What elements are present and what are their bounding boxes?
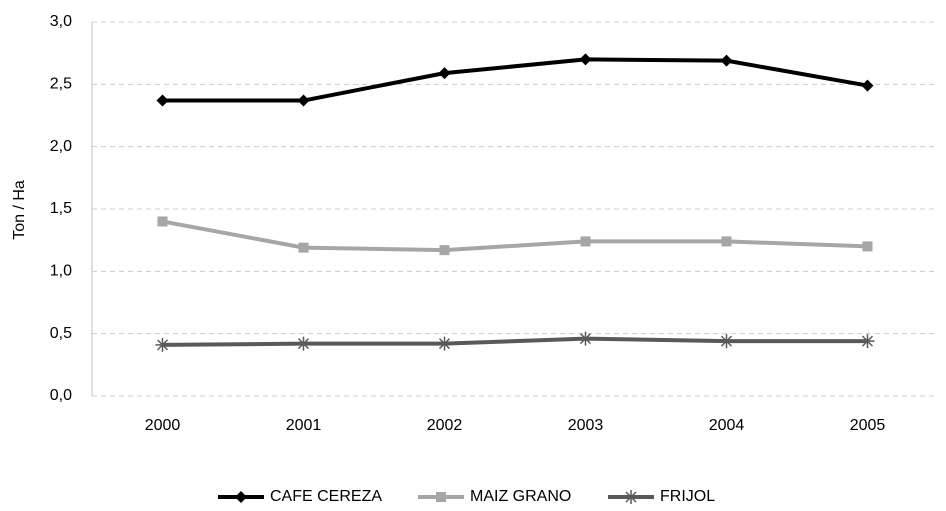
y-tick-label: 2,0 xyxy=(50,138,72,155)
legend-marker xyxy=(235,491,247,503)
marker xyxy=(862,241,873,252)
marker xyxy=(157,216,168,227)
marker xyxy=(580,236,591,247)
y-tick-label: 2,5 xyxy=(50,76,72,93)
marker xyxy=(721,236,732,247)
y-tick-label: 1,5 xyxy=(50,200,72,217)
y-tick-label: 0,0 xyxy=(50,387,72,404)
legend-marker xyxy=(624,490,638,504)
marker xyxy=(437,336,452,351)
marker xyxy=(720,54,733,67)
x-tick-label: 2001 xyxy=(286,417,322,434)
y-axis-label: Ton / Ha xyxy=(11,180,28,240)
series-line xyxy=(162,336,868,347)
marker xyxy=(155,337,170,352)
marker xyxy=(579,53,592,66)
x-tick-label: 2000 xyxy=(145,417,181,434)
legend-label: FRIJOL xyxy=(660,488,715,505)
legend-label: MAIZ GRANO xyxy=(470,488,571,505)
marker xyxy=(297,94,310,107)
series-line xyxy=(162,57,868,103)
marker xyxy=(861,79,874,92)
marker xyxy=(860,334,875,349)
x-tick-label: 2004 xyxy=(709,417,745,434)
marker xyxy=(296,336,311,351)
y-tick-label: 1,0 xyxy=(50,263,72,280)
y-tick-label: 0,5 xyxy=(50,325,72,342)
legend-label: CAFE CEREZA xyxy=(270,488,382,505)
marker xyxy=(439,245,450,256)
marker xyxy=(719,334,734,349)
series-line xyxy=(162,219,868,253)
marker xyxy=(578,331,593,346)
marker xyxy=(438,67,451,80)
x-tick-label: 2002 xyxy=(427,417,463,434)
legend-marker xyxy=(436,492,446,502)
marker xyxy=(156,94,169,107)
x-tick-label: 2005 xyxy=(850,417,886,434)
marker xyxy=(298,242,309,253)
y-tick-label: 3,0 xyxy=(50,13,72,30)
x-tick-label: 2003 xyxy=(568,417,604,434)
